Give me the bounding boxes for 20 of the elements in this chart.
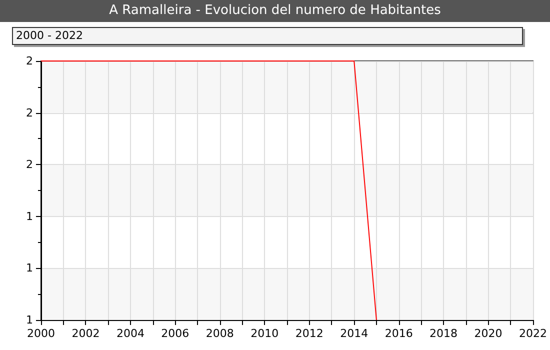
x-tick-label: 2008 [206,327,234,340]
y-tick-label: 2 [26,158,33,172]
y-tick-label: 1 [26,210,33,223]
x-tick-label: 2014 [340,327,368,340]
chart-subtitle: 2000 - 2022 [12,27,523,45]
x-tick-label: 2012 [295,327,324,340]
x-tick-label: 2022 [519,327,548,340]
x-tick-label: 2010 [250,327,279,340]
x-tick-label: 2006 [161,327,190,340]
y-tick-label: 1 [26,314,33,326]
y-tick-label: 2 [26,106,33,120]
x-tick-label: 2018 [430,327,458,340]
y-tick-label: 1 [26,262,33,275]
chart-title: A Ramalleira - Evolucion del numero de Habitantes [0,0,550,22]
x-tick-label: 2002 [72,327,100,340]
x-tick-label: 2000 [27,327,55,340]
x-tick-label: 2020 [474,327,502,340]
x-tick-label: 2016 [384,327,413,340]
y-tick-label: 2 [26,54,33,68]
x-tick-label: 2004 [116,327,144,340]
